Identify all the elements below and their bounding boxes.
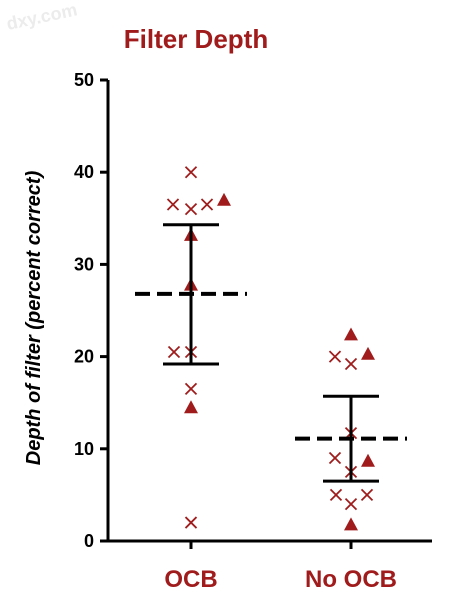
y-tick-label: 40: [74, 162, 94, 182]
axes: [106, 80, 432, 543]
x-tick-label: No OCB: [305, 566, 397, 593]
cross-stroke: [184, 516, 198, 529]
chart-title: Filter Depth: [124, 24, 268, 54]
y-tick-label: 20: [74, 347, 94, 367]
cross-stroke: [329, 488, 343, 502]
data-point-cross: [184, 166, 198, 179]
y-tick-label: 30: [74, 254, 94, 274]
x-ticks: OCB No OCB: [164, 541, 397, 593]
cross-stroke: [166, 198, 180, 211]
data-point-triangle: [344, 517, 358, 531]
data-point-triangle: [361, 453, 375, 467]
data-point-cross: [328, 350, 342, 363]
y-tick-label: 0: [84, 531, 94, 551]
watermark: dxy.com: [5, 0, 79, 34]
data-point-cross: [328, 451, 342, 465]
cross-stroke: [184, 166, 198, 179]
cross-stroke: [344, 497, 358, 511]
cross-stroke: [328, 451, 342, 465]
cross-stroke: [200, 198, 214, 211]
data-point-triangle: [344, 327, 358, 341]
data-point-triangle: [217, 192, 231, 206]
data-point-cross: [344, 497, 358, 511]
data-point-cross: [184, 516, 198, 529]
data-point-triangle: [184, 400, 198, 414]
cross-stroke: [167, 345, 181, 359]
y-tick-label: 50: [74, 70, 94, 90]
data-point-triangle: [361, 346, 375, 360]
y-axis-label: Depth of filter (percent correct): [23, 170, 45, 465]
y-tick-label: 10: [74, 439, 94, 459]
data-point-cross: [360, 488, 374, 502]
group-1: [295, 327, 407, 531]
data-point-cross: [184, 382, 198, 396]
x-tick-label: OCB: [164, 566, 217, 593]
data-point-cross: [329, 488, 343, 502]
cross-stroke: [184, 382, 198, 396]
data-point-cross: [344, 357, 358, 371]
y-ticks: 0 10 20 30 40 50: [74, 70, 108, 551]
cross-stroke: [328, 350, 342, 363]
data-point-cross: [200, 198, 214, 211]
group-0: [135, 166, 247, 529]
data-groups: [135, 166, 407, 531]
cross-stroke: [344, 357, 358, 371]
cross-stroke: [184, 202, 198, 216]
data-point-cross: [167, 345, 181, 359]
cross-stroke: [360, 488, 374, 502]
data-point-cross: [184, 202, 198, 216]
data-point-cross: [166, 198, 180, 211]
